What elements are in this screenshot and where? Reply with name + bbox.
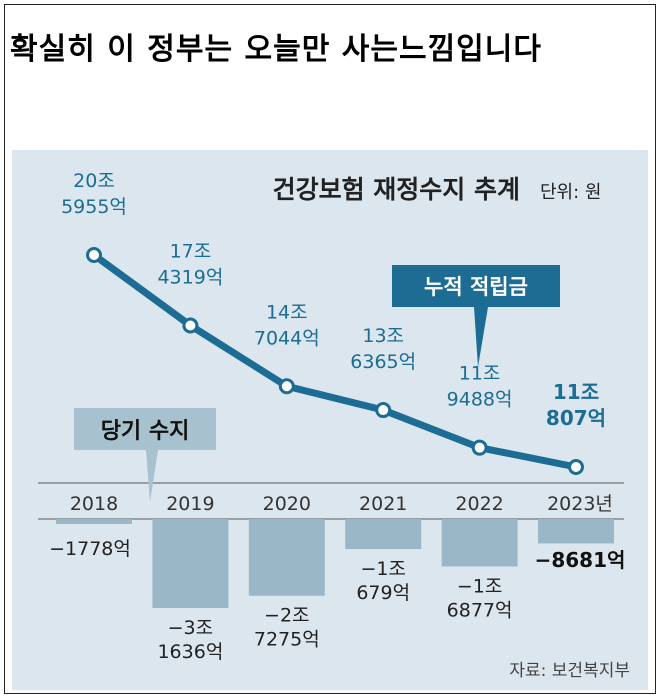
point-label-2019: 17조 4319억 — [157, 240, 223, 288]
cumulative-callout-label: 누적 적립금 — [424, 275, 528, 299]
bar-2019 — [152, 519, 229, 608]
x-tick-label: 2023년 — [547, 493, 613, 515]
chart-svg: 건강보험 재정수지 추계 단위: 원 2018 2019 2020 2021 2022 2… — [38, 170, 630, 681]
bar-label-2022: −1조 6877억 — [447, 575, 513, 621]
cumulative-line — [90, 251, 580, 471]
x-tick-label: 2021 — [359, 493, 407, 515]
bar-label-2018: −1778억 — [49, 538, 131, 560]
x-tick-label: 2018 — [70, 493, 118, 515]
bar-label-2023년: −8681억 — [535, 548, 626, 572]
point-2018 — [86, 247, 102, 263]
chart-title: 건강보험 재정수지 추계 — [273, 175, 520, 204]
x-tick-label: 2019 — [166, 493, 214, 515]
point-label-2021: 13조 6365억 — [350, 325, 416, 373]
point-2020 — [278, 378, 295, 395]
label-layer: −1778억 −3조 1636억 −2조 7275억 −1조 679억 −1조 6877억 −86… — [49, 170, 625, 663]
bar-2023년 — [538, 519, 614, 544]
balance-callout-label: 당기 수지 — [101, 419, 190, 444]
chart-unit: 단위: 원 — [540, 182, 601, 203]
bar-2020 — [248, 519, 325, 596]
point-label-2022: 11조 9488억 — [447, 363, 513, 411]
point-label-2018: 20조 5955억 — [61, 170, 127, 218]
balance-callout-box — [74, 408, 216, 502]
x-tick-label: 2020 — [263, 493, 311, 515]
headline: 확실히 이 정부는 오늘만 사는느낌입니다 — [10, 32, 542, 67]
point-2019 — [182, 317, 199, 334]
bar-label-2019: −3조 1636억 — [157, 617, 223, 663]
chart-source: 자료: 보건복지부 — [509, 661, 630, 681]
bar-2018 — [56, 519, 132, 525]
axis-layer: 2018 2019 2020 2021 2022 2023년 — [38, 482, 624, 520]
bar-2022 — [441, 519, 518, 567]
point-2021 — [375, 402, 392, 419]
chart-panel: 건강보험 재정수지 추계 단위: 원 2018 2019 2020 2021 2022 2… — [12, 150, 648, 690]
line-layer — [86, 247, 584, 475]
point-2022 — [471, 439, 488, 456]
bar-layer — [56, 519, 614, 608]
cumulative-callout-box — [392, 265, 560, 367]
bar-label-2020: −2조 7275억 — [254, 605, 320, 651]
bar-2021 — [345, 519, 422, 550]
point-label-2020: 14조 7044억 — [254, 301, 320, 349]
bar-label-2021: −1조 679억 — [356, 558, 410, 604]
point-label-2023년: 11조 807억 — [546, 380, 606, 430]
point-2023년 — [568, 459, 584, 475]
x-tick-label: 2022 — [455, 493, 503, 515]
